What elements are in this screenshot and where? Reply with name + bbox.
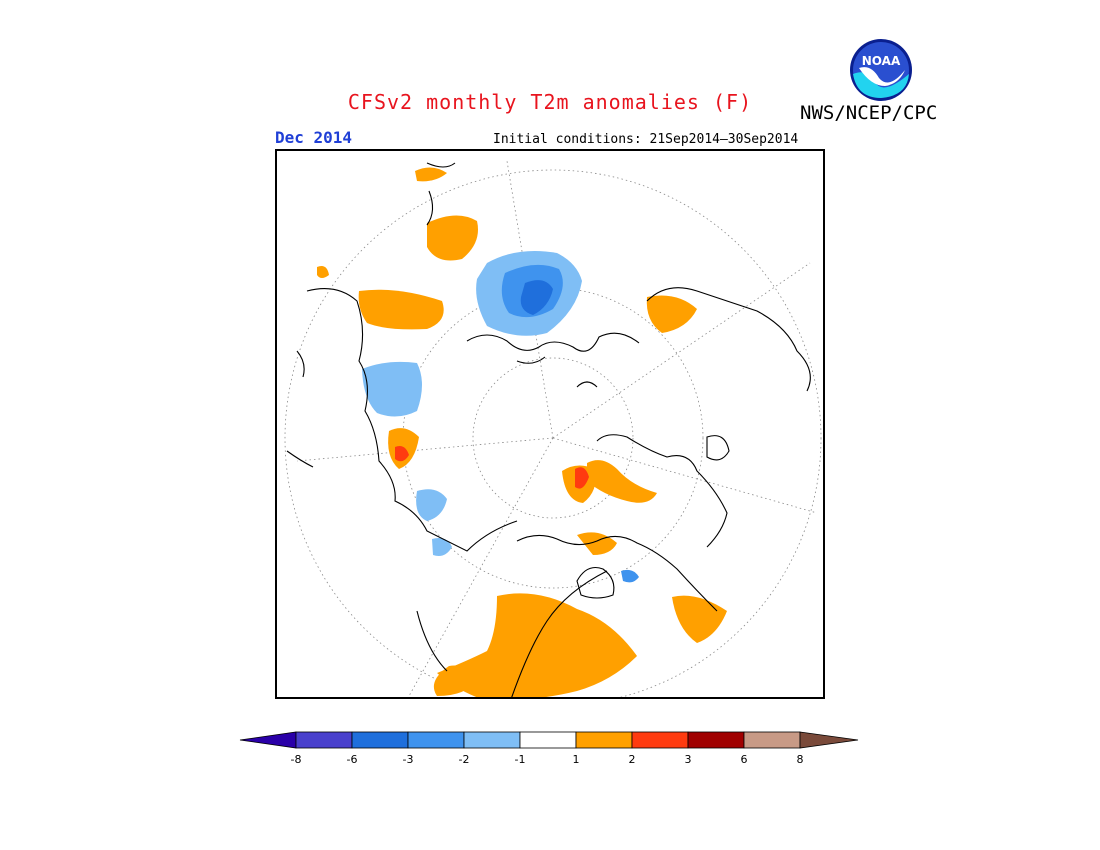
cool-region-siberia-deep (520, 280, 553, 315)
colorbar-tick-label: 1 (572, 753, 580, 766)
colorbar-bin (743, 731, 801, 749)
chart-title: CFSv2 monthly T2m anomalies (F) (347, 90, 753, 114)
colorbar-tick-label: 6 (740, 753, 748, 766)
colorbar-tick-label: -6 (346, 753, 358, 766)
colorbar-bin (575, 731, 633, 749)
warm-region-europe (646, 295, 697, 333)
warm-region-india (358, 289, 444, 330)
colorbar-tick-label: 3 (684, 753, 692, 766)
colorbar (238, 730, 862, 754)
cool-region-hudson (621, 569, 639, 583)
warm-region-west-pacific (433, 665, 477, 696)
colorbar-bin (407, 731, 465, 749)
warm-region-med (415, 167, 447, 182)
warm-region-canada-east (577, 532, 617, 555)
colorbar-tick-label: -2 (458, 753, 470, 766)
colorbar-bin (295, 731, 353, 749)
colorbar-tick-label: -1 (514, 753, 526, 766)
forecast-month: Dec 2014 (275, 128, 353, 147)
colorbar-low-arrow (239, 731, 297, 749)
cool-region-asia (362, 361, 422, 417)
colorbar-bin (687, 731, 745, 749)
polar-map-svg (284, 160, 822, 697)
logo-text: NOAA (862, 54, 901, 68)
coastlines (286, 162, 811, 697)
warm-region-baffin (587, 460, 657, 503)
warm-region-atlantic (672, 595, 727, 643)
colorbar-tick-label: 8 (796, 753, 804, 766)
colorbar-tick-label: -3 (402, 753, 414, 766)
cool-anomaly-regions (362, 250, 639, 583)
colorbar-tick-label: 2 (628, 753, 636, 766)
colorbar-tick-label: -8 (290, 753, 302, 766)
agency-label: NWS/NCEP/CPC (800, 102, 938, 124)
colorbar-bin (351, 731, 409, 749)
warm-region-mideast (427, 215, 478, 261)
cool-region-pacific (432, 538, 452, 556)
initial-conditions: Initial conditions: 21Sep2014–30Sep2014 (493, 132, 799, 147)
colorbar-svg (239, 731, 859, 749)
warm-region-korea-hot (395, 446, 409, 462)
warm-region-arabia (317, 266, 329, 278)
colorbar-high-arrow (799, 731, 859, 749)
polar-map (275, 149, 825, 699)
warm-anomaly-regions (317, 167, 727, 697)
noaa-logo: NOAA (849, 38, 913, 102)
warm-region-baffin-hot (575, 467, 589, 489)
colorbar-bin (463, 731, 521, 749)
colorbar-bin (519, 731, 577, 749)
colorbar-bin (631, 731, 689, 749)
warm-region-north-america (437, 593, 637, 697)
cool-region-china (416, 489, 447, 521)
